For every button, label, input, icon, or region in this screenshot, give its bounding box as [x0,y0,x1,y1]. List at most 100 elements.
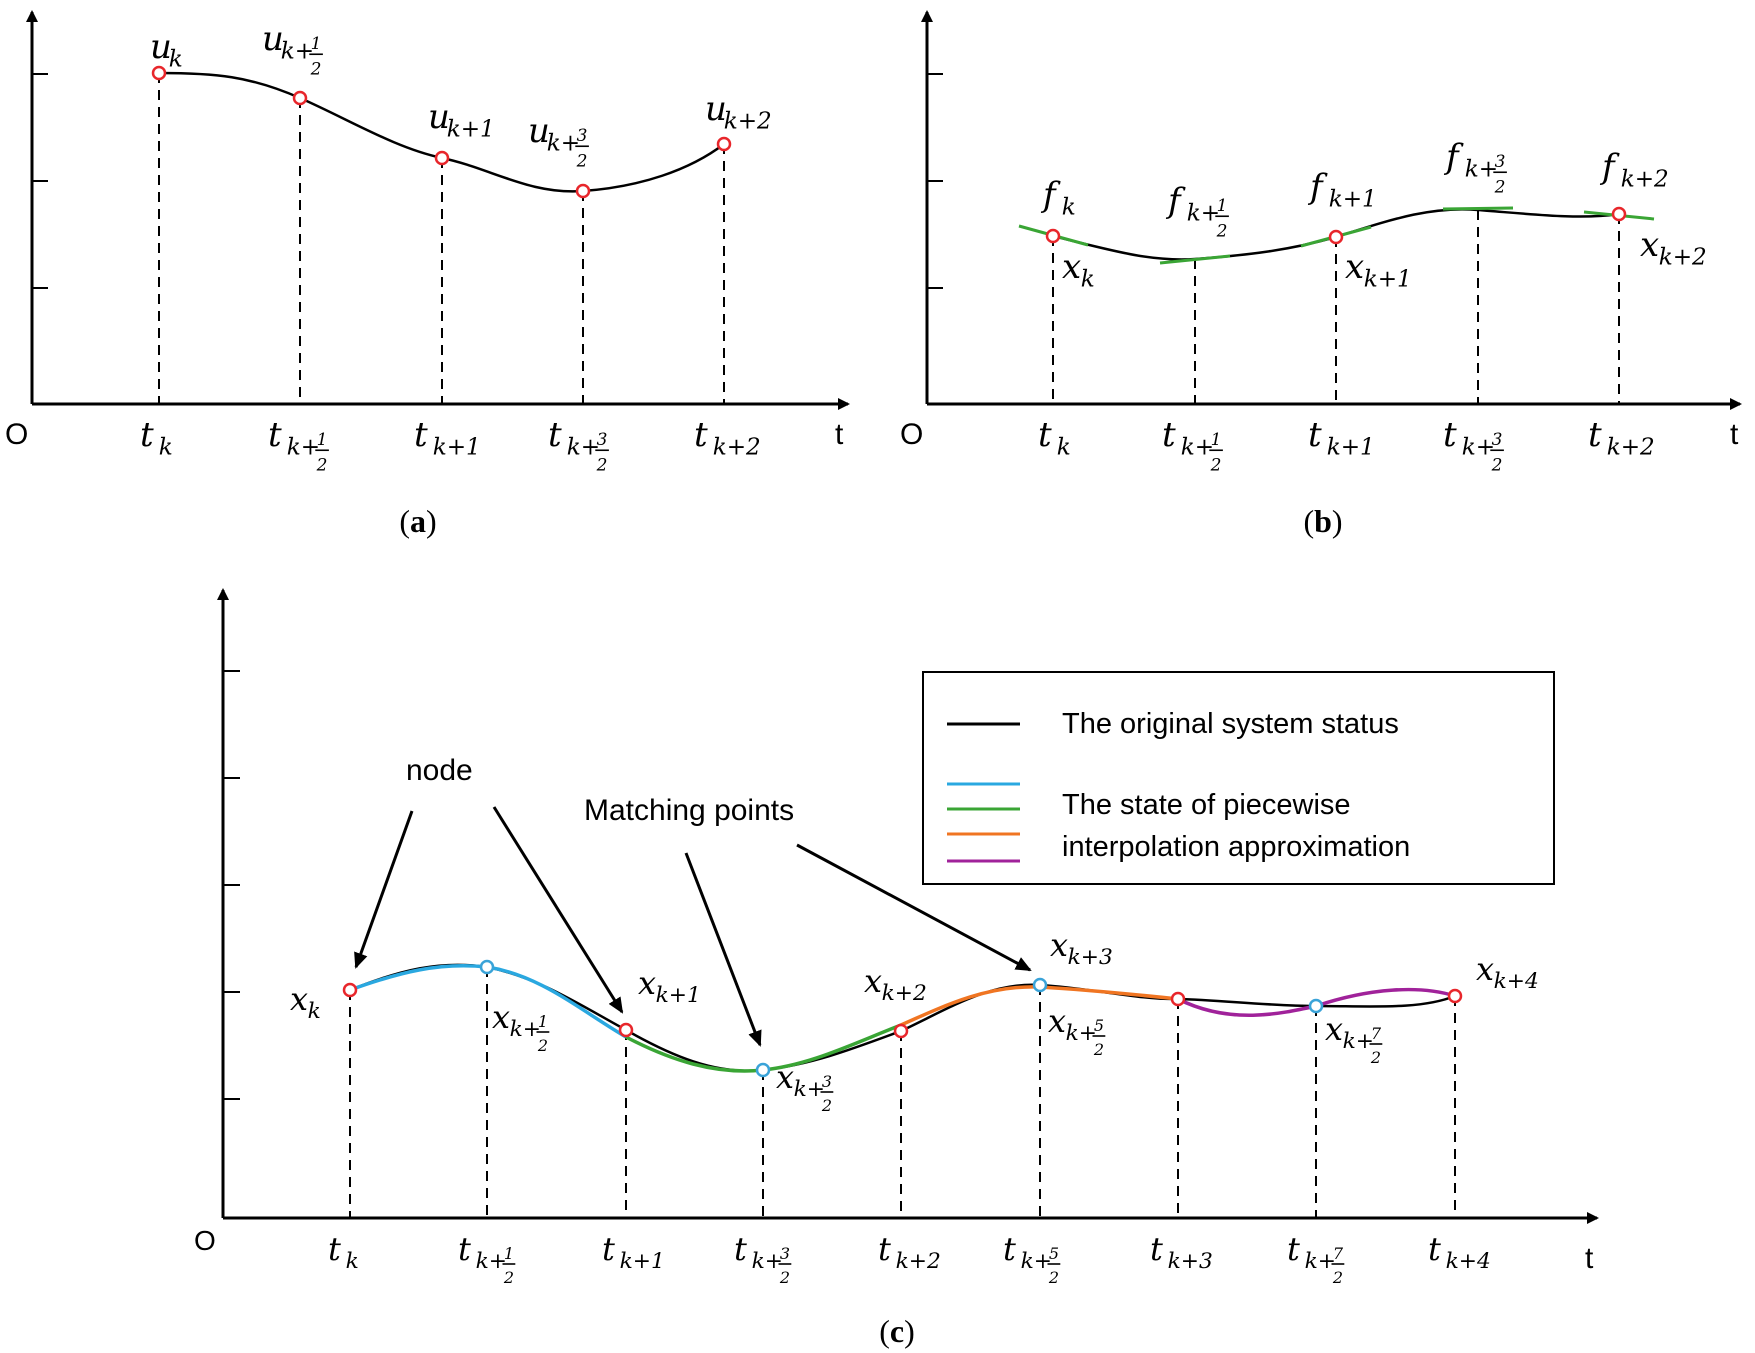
panel-c-x-label-7: x k+7 2 [1325,1010,1383,1067]
svg-text:t: t [268,415,282,455]
svg-text:7: 7 [1333,1244,1344,1263]
svg-text:2: 2 [503,1268,514,1287]
panel-c-node-2 [893,1023,909,1039]
svg-text:f: f [1599,147,1620,187]
panel-c-x-label-2: x k+1 [638,964,701,1008]
svg-text:k+: k+ [510,1017,541,1042]
panel-a-point-label-0: uk [150,27,183,73]
panel-c-dashed-guides [349,967,1456,1218]
panel-c-y-ticks [223,670,240,1100]
matching-arrow-1 [684,852,762,1047]
panel-a-t-axis-label: t [835,418,844,451]
svg-text:t: t [1428,1230,1441,1268]
panel-b-slope-3 [1442,206,1514,211]
svg-text:1: 1 [1211,430,1222,450]
svg-text:x: x [1345,247,1364,287]
panel-b-f-labels: f k f k+12f k+1f k+32f k+2 [1040,137,1669,242]
panel-c-node-0 [342,982,358,998]
panel-a-dashed-guides [158,73,725,404]
svg-text:k: k [1081,267,1095,293]
panel-a-point-label-3: uk+3 2 [528,111,589,172]
svg-text:2: 2 [537,1036,548,1055]
svg-text:x: x [290,980,308,1018]
panel-c-node-1 [618,1022,634,1038]
svg-text:3: 3 [822,1072,832,1091]
svg-text:3: 3 [577,126,588,146]
panel-c-x-label-5: x k+5 2 [1048,1002,1106,1059]
panel-b-origin-label: O [900,418,923,451]
panel-c-tick-label-6: t k+3 [1150,1230,1213,1274]
svg-text:t: t [1150,1230,1163,1268]
panel-c-tick-label-1: t k+1 2 [458,1230,516,1287]
svg-text:k+1: k+1 [656,983,701,1008]
panel-c-x-label-8: x k+4 [1476,950,1539,994]
panel-c-match-2 [1032,977,1048,993]
svg-text:t: t [458,1230,471,1268]
panel-b-node-points [1045,206,1627,245]
panel-a-point-0 [151,65,167,81]
panel-b-f-label-3: f k+3 2 [1443,137,1507,198]
panel-b-tick-label-1: t k+1 2 [1162,415,1223,476]
svg-text:k+: k+ [476,1249,507,1274]
svg-text:k+2: k+2 [713,435,761,461]
svg-text:2: 2 [1216,222,1228,242]
panel-a-tick-label-2: t k+1 [414,415,481,461]
svg-text:k+: k+ [281,39,314,65]
panel-c-annotation-arrows [354,806,1032,1047]
panel-b-tick-label-4: t k+2 [1588,415,1655,461]
svg-text:k+2: k+2 [882,981,927,1006]
svg-text:x: x [1476,950,1494,988]
svg-text:k+1: k+1 [1364,267,1412,293]
panel-c-tick-label-2: t k+1 [602,1230,665,1274]
svg-text:x: x [776,1058,794,1096]
svg-text:k: k [159,435,173,461]
svg-text:k+1: k+1 [1327,435,1375,461]
svg-text:x: x [1062,247,1081,287]
panel-c-tick-label-8: t k+4 [1428,1230,1491,1274]
panel-c-x-label-6: x k+3 [1050,926,1113,970]
svg-text:k: k [308,999,321,1024]
svg-text:t: t [1162,415,1176,455]
svg-text:t: t [414,415,428,455]
svg-text:x: x [1640,225,1659,265]
svg-text:3: 3 [1492,430,1503,450]
panel-c-match-3 [1308,998,1324,1014]
panel-c-node-3 [1170,991,1186,1007]
svg-text:2: 2 [1332,1268,1343,1287]
panel-b-tick-label-3: t k+3 2 [1443,415,1504,476]
svg-text:x: x [1048,1002,1066,1040]
panel-b-point-1 [1328,229,1344,245]
panel-c-matching-points [479,959,1324,1078]
panel-a-point-label-4: uk+2 [705,89,772,135]
panel-b-tick-labels: t k t k+12t k+1 t k+32t k+2 [1038,415,1655,476]
panel-b-f-label-1: f k+1 2 [1165,181,1229,242]
legend-label-approx-line2: interpolation approximation [1062,831,1410,863]
panel-c-tick-label-7: t k+7 2 [1287,1230,1345,1287]
svg-text:k+: k+ [567,435,600,461]
panel-a-tick-label-3: t k+3 2 [548,415,609,476]
svg-text:k+2: k+2 [1607,435,1655,461]
svg-text:k+2: k+2 [1659,245,1707,271]
panel-c-t-axis-label: t [1585,1242,1594,1275]
panel-a-point-4 [716,136,732,152]
svg-text:t: t [694,415,708,455]
panel-b-point-0 [1045,228,1061,244]
annotation-matching-points: Matching points [584,794,794,827]
panel-b-x-label-2: x k+2 [1640,225,1707,271]
svg-text:3: 3 [780,1244,790,1263]
svg-text:k+: k+ [752,1249,783,1274]
svg-text:k+2: k+2 [896,1249,941,1274]
panel-c-match-1 [755,1062,771,1078]
panel-a-point-label-1: uk+1 2 [262,19,323,80]
svg-text:1: 1 [317,430,328,450]
svg-text:2: 2 [821,1096,832,1115]
svg-text:k+: k+ [794,1077,825,1102]
panel-b-caption: (b) [1303,503,1342,539]
svg-text:x: x [1325,1010,1343,1048]
svg-text:t: t [1287,1230,1300,1268]
panel-c-tick-label-3: t k+3 2 [734,1230,792,1287]
svg-text:x: x [1050,926,1068,964]
